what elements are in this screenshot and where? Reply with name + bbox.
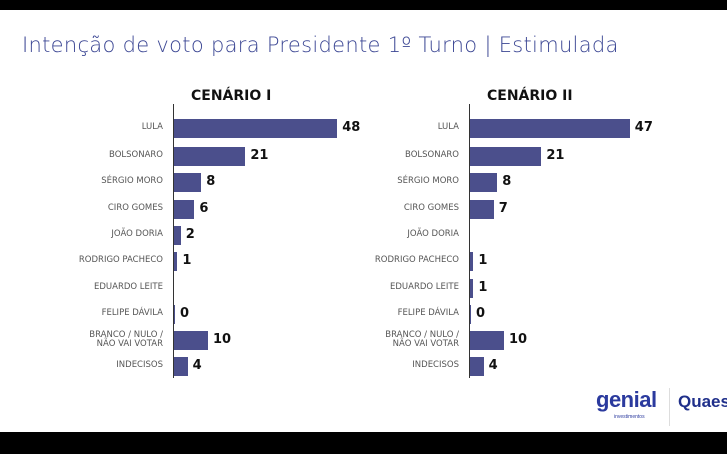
category-label: JOÃO DORIA	[111, 229, 163, 239]
quaest-logo: Quaest	[678, 392, 727, 411]
data-label: 8	[206, 174, 216, 189]
bar	[174, 199, 195, 219]
data-label: 2	[185, 227, 195, 242]
chart-title: CENÁRIO II	[487, 88, 573, 104]
data-label: 1	[478, 253, 488, 268]
bar	[470, 146, 542, 166]
data-label: 6	[199, 201, 209, 216]
bar	[470, 251, 474, 271]
bar	[174, 172, 202, 192]
data-label: 8	[502, 174, 512, 189]
bar	[174, 118, 338, 138]
bar	[174, 225, 181, 245]
data-label: 7	[498, 201, 508, 216]
data-label: 0	[476, 306, 486, 321]
category-label: EDUARDO LEITE	[390, 282, 459, 292]
data-label: 48	[342, 120, 361, 135]
category-label: SÉRGIO MORO	[397, 176, 459, 186]
data-label: 4	[192, 358, 202, 373]
category-label: FELIPE DÁVILA	[397, 308, 459, 318]
category-label: FELIPE DÁVILA	[101, 308, 163, 318]
data-label: 10	[509, 332, 528, 347]
bar	[470, 330, 504, 350]
data-label: 21	[250, 148, 269, 163]
category-label: BRANCO / NULO / NÃO VAI VOTAR	[89, 330, 163, 349]
bar	[470, 278, 474, 298]
bar	[174, 330, 208, 350]
category-label: INDECISOS	[412, 360, 459, 370]
bar	[470, 199, 494, 219]
category-label: SÉRGIO MORO	[101, 176, 163, 186]
data-label: 4	[488, 358, 498, 373]
category-label: RODRIGO PACHECO	[374, 255, 459, 265]
data-label: 1	[182, 253, 192, 268]
bar	[174, 356, 188, 376]
bar	[174, 146, 246, 166]
category-label: BOLSONARO	[109, 150, 163, 160]
data-label: 1	[478, 280, 488, 295]
logo-divider	[669, 388, 670, 426]
category-label: LULA	[141, 122, 163, 132]
bar	[470, 304, 471, 324]
bar	[470, 118, 630, 138]
genial-logo: genial	[596, 387, 657, 412]
data-label: 10	[213, 332, 232, 347]
bottom-bar	[0, 432, 727, 454]
category-label: EDUARDO LEITE	[94, 282, 163, 292]
bar	[470, 172, 498, 192]
bar	[470, 356, 484, 376]
data-label: 21	[546, 148, 565, 163]
category-label: LULA	[437, 122, 459, 132]
category-label: JOÃO DORIA	[407, 229, 459, 239]
data-label: 47	[634, 120, 653, 135]
category-label: INDECISOS	[116, 360, 163, 370]
category-label: BOLSONARO	[405, 150, 459, 160]
category-label: BRANCO / NULO / NÃO VAI VOTAR	[385, 330, 459, 349]
y-axis-line	[469, 104, 470, 378]
y-axis-line	[173, 104, 174, 378]
data-label: 0	[180, 306, 190, 321]
bar	[174, 251, 178, 271]
category-label: CIRO GOMES	[107, 203, 163, 213]
top-bar	[0, 0, 727, 10]
chart-title: CENÁRIO I	[191, 88, 272, 104]
genial-logo-sub: investimentos	[614, 414, 645, 420]
category-label: RODRIGO PACHECO	[78, 255, 163, 265]
category-label: CIRO GOMES	[403, 203, 459, 213]
bar	[174, 304, 175, 324]
page-title: Intenção de voto para Presidente 1º Turn…	[22, 33, 619, 57]
